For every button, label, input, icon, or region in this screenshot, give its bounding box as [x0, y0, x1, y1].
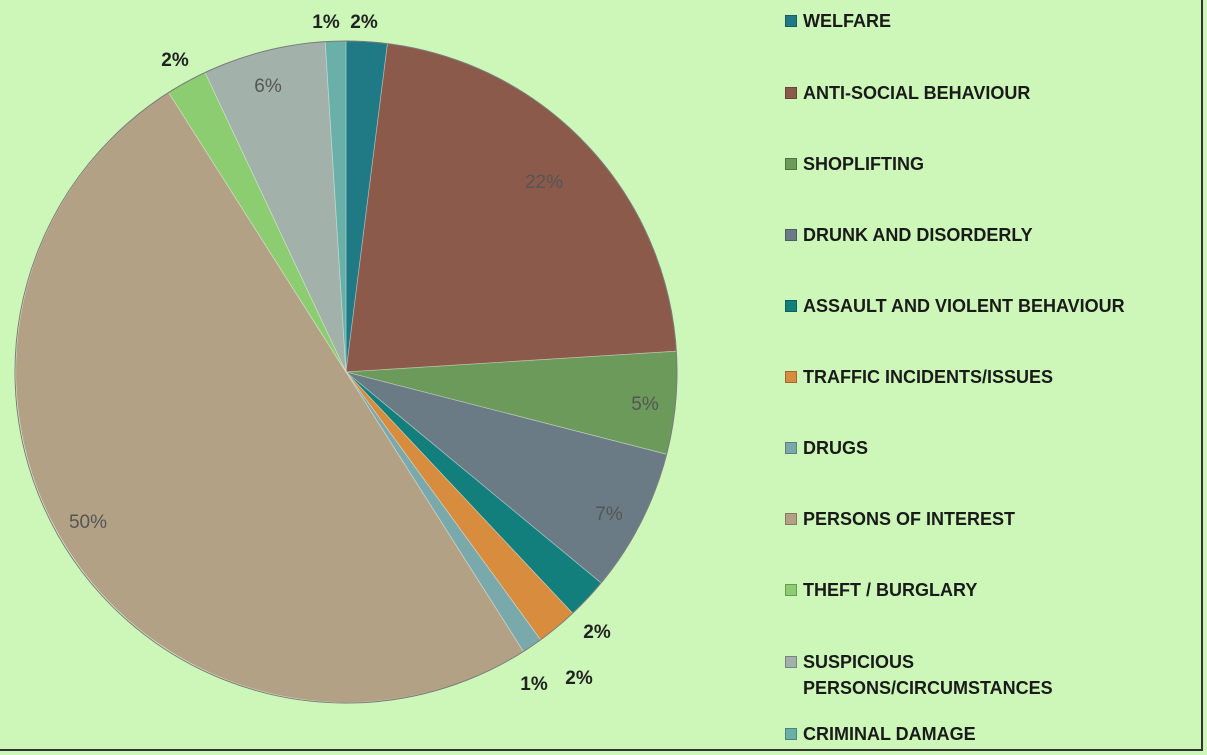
legend-swatch [785, 158, 797, 170]
data-label-welfare: 2% [350, 12, 378, 33]
legend-swatch [785, 87, 797, 99]
legend-swatch [785, 656, 797, 668]
data-label-shoplifting: 5% [631, 394, 659, 415]
pie-slice-anti-social-behaviour [345, 43, 677, 373]
legend-item: SUSPICIOUS PERSONS/CIRCUMSTANCES [785, 649, 1053, 701]
legend-item: CRIMINAL DAMAGE [785, 721, 976, 747]
legend-swatch [785, 442, 797, 454]
legend-swatch [785, 513, 797, 525]
legend-item: ASSAULT AND VIOLENT BEHAVIOUR [785, 293, 1125, 319]
legend-item: SHOPLIFTING [785, 151, 924, 177]
data-label-persons-of-interest: 50% [69, 512, 107, 533]
legend-item: PERSONS OF INTEREST [785, 506, 1015, 532]
legend-label: ANTI-SOCIAL BEHAVIOUR [803, 83, 1031, 103]
legend-label: ASSAULT AND VIOLENT BEHAVIOUR [803, 296, 1125, 316]
legend-swatch [785, 229, 797, 241]
legend-label: THEFT / BURGLARY [803, 580, 978, 600]
data-label-theft-burglary: 2% [161, 50, 189, 71]
legend-item: WELFARE [785, 8, 891, 34]
legend-swatch [785, 371, 797, 383]
legend-label: TRAFFIC INCIDENTS/ISSUES [803, 367, 1054, 387]
legend-item: TRAFFIC INCIDENTS/ISSUES [785, 364, 1053, 390]
data-label-drunk-and-disorderly: 7% [595, 504, 623, 525]
legend-label: DRUNK AND DISORDERLY [803, 225, 1033, 245]
legend-label: SHOPLIFTING [803, 154, 924, 174]
pie-slice-persons-of-interest [15, 91, 524, 703]
data-label-criminal-damage: 1% [312, 12, 340, 33]
legend-item: ANTI-SOCIAL BEHAVIOUR [785, 80, 1030, 106]
legend-swatch [785, 584, 797, 596]
pie-outline [14, 40, 678, 704]
data-label-assault-and-violent-behaviour: 2% [583, 622, 611, 643]
legend-label: CRIMINAL DAMAGE [803, 724, 976, 744]
data-label-suspicious-persons-circumstances: 6% [254, 76, 282, 97]
legend-swatch [785, 728, 797, 740]
legend-label: PERSONS OF INTEREST [803, 509, 1016, 529]
data-label-traffic-incidents-issues: 2% [565, 668, 593, 689]
legend-item: THEFT / BURGLARY [785, 577, 977, 603]
legend-label: DRUGS [803, 438, 869, 458]
legend-label: WELFARE [803, 11, 891, 31]
legend-item: DRUGS [785, 435, 868, 461]
data-label-drugs: 1% [520, 674, 548, 695]
pie-chart: 2% 22% 5% 7% 2% 2% 1% 50% 2% 6% 1% [14, 12, 678, 704]
legend-item: DRUNK AND DISORDERLY [785, 222, 1033, 248]
legend-swatch [785, 15, 797, 27]
legend-label: SUSPICIOUS PERSONS/CIRCUMSTANCES [803, 652, 1053, 698]
legend-swatch [785, 300, 797, 312]
data-label-anti-social-behaviour: 22% [525, 172, 563, 193]
